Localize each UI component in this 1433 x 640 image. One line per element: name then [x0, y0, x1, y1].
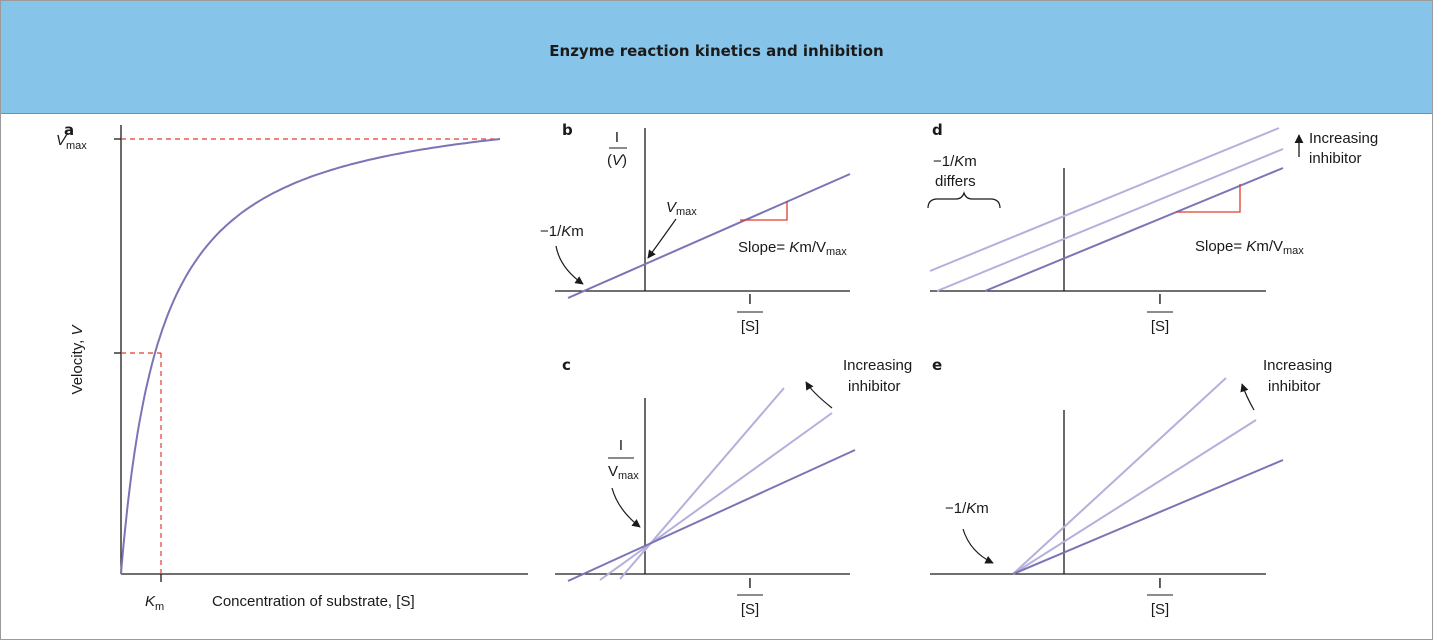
panel-e: e −1/Km Increasing inhibitor I [S] [930, 356, 1332, 618]
panel-c: c I Vmax Increasing inhibitor I [S] [555, 356, 912, 618]
panel-a: a Vmax Velocity, V Km Concentration of s… [56, 121, 528, 613]
panel-e-km-arrow [962, 528, 994, 564]
panel-b-slope-label: Slope= Km/Vmax [738, 239, 847, 258]
panel-b: b I (V) I [S] Vmax −1/Km Slope= Km/Vmax [540, 121, 851, 335]
panel-d-line-high-inhibitor [929, 127, 1280, 272]
panel-e-inhib-arrow [1240, 383, 1255, 411]
panel-d-slope-triangle [1176, 184, 1241, 213]
panel-d-letter: d [932, 121, 943, 139]
title-bar: Enzyme reaction kinetics and inhibition [1, 1, 1432, 114]
panel-c-inhib-arrow [805, 381, 833, 409]
panel-d: d −1/Km differs Slope= Km/Vmax Increasin… [927, 121, 1378, 335]
panel-c-intercept-arrow [611, 487, 641, 528]
panel-c-line-mid-inhibitor [599, 412, 833, 581]
panel-e-x-num: I [1158, 575, 1162, 592]
panel-a-y-label: Velocity, V [69, 324, 86, 395]
panel-d-slope-label: Slope= Km/Vmax [1195, 238, 1304, 257]
panel-e-inhib-line1: Increasing [1263, 357, 1332, 374]
panel-b-y-num: I [615, 129, 619, 146]
panel-c-y-den: Vmax [608, 463, 639, 482]
panel-d-km-label: −1/Km [933, 153, 977, 170]
panel-e-inhib-line2: inhibitor [1268, 378, 1321, 395]
panel-d-km-note: differs [935, 173, 976, 190]
panel-c-letter: c [562, 356, 571, 374]
panel-b-intercept-label: Vmax [666, 199, 697, 218]
panel-c-x-den: [S] [741, 601, 759, 618]
panel-a-x-label: Concentration of substrate, [S] [212, 593, 415, 610]
panel-e-line-no-inhibitor [1012, 459, 1284, 575]
panel-d-brace [927, 191, 1001, 209]
panel-c-line-high-inhibitor [619, 387, 785, 580]
panel-d-x-den: [S] [1151, 318, 1169, 335]
panel-b-xint-arrow [555, 245, 584, 285]
panel-a-letter: a [64, 121, 74, 139]
panel-d-line-mid-inhibitor [936, 148, 1284, 292]
vmax-label: Vmax [56, 132, 87, 152]
panel-c-x-num: I [748, 575, 752, 592]
panel-b-slope-triangle [740, 201, 788, 221]
panel-c-line-no-inhibitor [567, 449, 856, 582]
panel-b-y-den: (V) [607, 152, 627, 169]
panel-b-xint-label: −1/Km [540, 223, 584, 240]
panel-e-line-mid-inhibitor [1012, 419, 1257, 575]
panel-d-line-no-inhibitor [984, 167, 1284, 292]
panel-c-inhib-line2: inhibitor [848, 378, 901, 395]
panel-b-intercept-arrow [647, 218, 677, 259]
panel-e-letter: e [932, 356, 942, 374]
panel-e-x-den: [S] [1151, 601, 1169, 618]
panel-e-km-label: −1/Km [945, 500, 989, 517]
michaelis-menten-curve [120, 138, 501, 575]
panel-b-letter: b [562, 121, 573, 139]
panel-d-inhib-line2: inhibitor [1309, 150, 1362, 167]
panel-b-x-num: I [748, 291, 752, 308]
panel-d-x-num: I [1158, 291, 1162, 308]
panel-d-inhib-line1: Increasing [1309, 130, 1378, 147]
figure-title: Enzyme reaction kinetics and inhibition [549, 42, 884, 60]
panel-b-line [567, 173, 851, 299]
panel-c-y-num: I [619, 437, 623, 454]
panel-c-inhib-line1: Increasing [843, 357, 912, 374]
panel-e-line-high-inhibitor [1012, 377, 1227, 575]
panel-b-x-den: [S] [741, 318, 759, 335]
km-label: Km [145, 593, 164, 613]
